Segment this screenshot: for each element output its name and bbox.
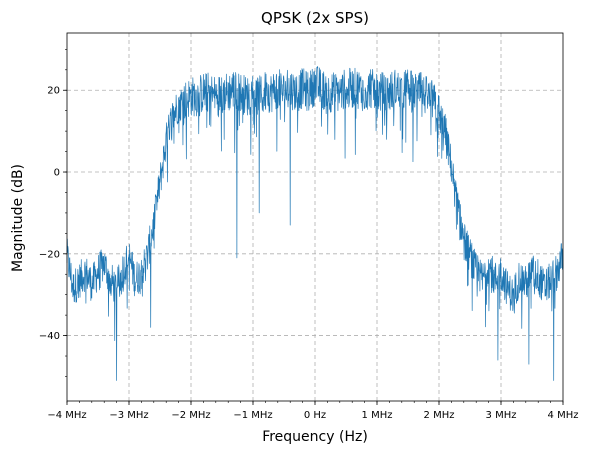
- x-tick-label: −1 MHz: [233, 410, 272, 421]
- spectrum-series-line: [66, 66, 564, 381]
- x-tick-label: 4 MHz: [548, 410, 579, 421]
- y-axis-label: Magnitude (dB): [10, 164, 26, 272]
- x-axis-ticks: −4 MHz −3 MHz −2 MHz −1 MHz 0 Hz 1 MHz 2 MHz 3 …: [47, 401, 578, 421]
- y-tick-label: 0: [54, 168, 60, 179]
- x-tick-label: 3 MHz: [486, 410, 517, 421]
- x-tick-label: 1 MHz: [362, 410, 393, 421]
- y-tick-label: −40: [39, 331, 60, 342]
- x-tick-label: −4 MHz: [47, 410, 86, 421]
- x-tick-label: 0 Hz: [304, 410, 326, 421]
- x-tick-label: −3 MHz: [109, 410, 148, 421]
- y-axis-ticks: 20 0 −20 −40: [39, 49, 67, 377]
- x-tick-label: −2 MHz: [171, 410, 210, 421]
- plot-area: [66, 66, 564, 381]
- x-axis-label: Frequency (Hz): [262, 429, 368, 445]
- y-tick-label: 20: [47, 86, 60, 97]
- x-tick-label: 2 MHz: [424, 410, 455, 421]
- y-tick-label: −20: [39, 249, 60, 260]
- chart-title: QPSK (2x SPS): [261, 9, 369, 27]
